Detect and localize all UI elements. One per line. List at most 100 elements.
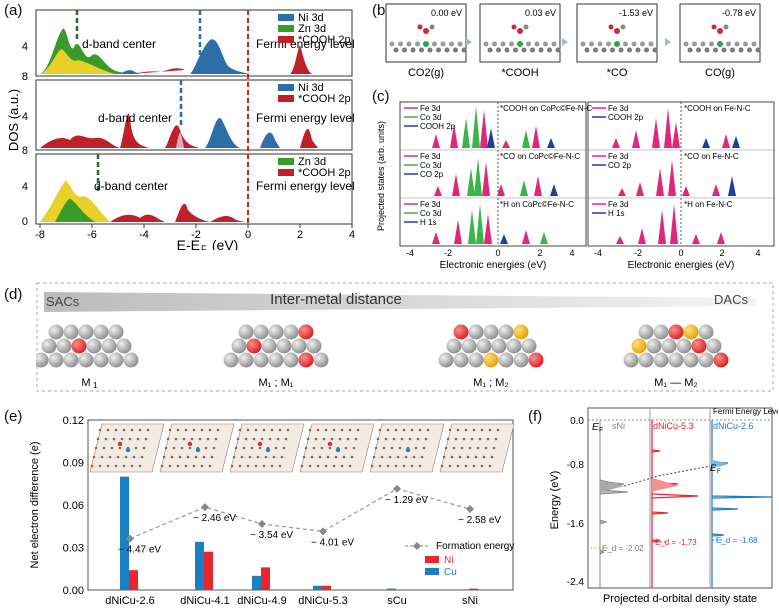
b-atom	[440, 41, 446, 47]
d-atom	[48, 324, 64, 340]
e-struct-atom	[146, 428, 150, 432]
d-atom	[691, 338, 707, 354]
e-struct-atom	[180, 446, 184, 450]
e-struct-atom	[258, 446, 262, 450]
e-struct-atom	[332, 428, 336, 432]
b-atom	[683, 41, 689, 47]
e-struct-atom	[170, 455, 174, 459]
e-struct-atom	[308, 428, 312, 432]
e-formation-label: − 4.47 eV	[118, 545, 161, 556]
e-struct-atom	[402, 464, 406, 468]
e-legend-cu: Cu	[444, 567, 457, 578]
a-xlabel: E-E	[177, 237, 200, 250]
b-atom	[635, 47, 641, 53]
a-xtick: 2	[297, 229, 303, 241]
e-struct-atom	[274, 446, 278, 450]
c-legend: Fe 3d	[420, 152, 440, 161]
c-peak	[432, 134, 440, 148]
d-atom	[438, 352, 454, 368]
c-peak	[434, 186, 442, 196]
e-struct-cu	[265, 447, 271, 453]
e-struct-atom	[306, 437, 310, 441]
d-atom	[638, 324, 654, 340]
panel-f-chart: 0.0 -0.8 -1.6 -2.4 Energy (eV) Projected…	[549, 407, 778, 605]
e-formation-point	[393, 484, 401, 493]
c-peak	[658, 210, 666, 244]
e-struct-ni	[327, 441, 333, 447]
e-struct-atom	[426, 428, 430, 432]
e-struct-atom	[338, 437, 342, 441]
e-struct-atom	[464, 464, 468, 468]
e-struct-atom	[484, 446, 488, 450]
e-struct-atom	[164, 446, 168, 450]
c-xtick: -4	[406, 248, 414, 258]
f-ytick: -1.6	[567, 519, 585, 530]
b-metal	[614, 41, 620, 47]
c-legend: COOH 2p	[608, 113, 644, 122]
d-atom	[528, 352, 544, 368]
e-struct-atom	[494, 437, 498, 441]
d-config: M	[81, 377, 90, 389]
d-atom	[446, 338, 462, 354]
d-atom	[253, 324, 269, 340]
b-atom	[402, 47, 407, 53]
c-peak	[692, 234, 700, 244]
e-struct-atom	[184, 464, 188, 468]
e-xlabel: dNiCu-2.6	[105, 595, 155, 607]
c-legend: Co 3d	[420, 161, 441, 170]
d-atom	[93, 324, 109, 340]
c-ylabel: Projected states (arb. units)	[376, 121, 386, 231]
c-legend: Fe 3d	[608, 104, 628, 113]
e-struct-atom	[264, 455, 268, 459]
d-atom	[123, 352, 139, 368]
e-struct-atom	[300, 464, 304, 468]
e-struct-atom	[142, 446, 146, 450]
a-xtick: -6	[87, 229, 97, 241]
b-atom	[631, 41, 637, 47]
e-struct-atom	[386, 428, 390, 432]
panel-e-label: (e)	[4, 408, 23, 425]
b-atom	[751, 41, 757, 47]
c-xlabel-right: Electronic energies (eV)	[628, 260, 735, 271]
c-peak	[632, 130, 640, 148]
c-peak	[520, 180, 528, 196]
e-struct-atom	[330, 437, 334, 441]
e-struct-atom	[468, 446, 472, 450]
e-struct-atom	[176, 464, 180, 468]
a-ytick: 4	[22, 111, 28, 123]
e-struct-atom	[314, 437, 318, 441]
e-struct-atom	[454, 437, 458, 441]
c-peak	[534, 176, 542, 196]
f-ef-sub: F	[599, 427, 603, 434]
e-struct-atom	[120, 437, 124, 441]
c-legend: CO 2p	[608, 161, 632, 170]
d-atom	[468, 324, 484, 340]
e-struct-atom	[130, 428, 134, 432]
c-row-title: *COOH on Fe-N-C	[684, 104, 751, 113]
e-struct-atom	[192, 464, 196, 468]
e-bar-ni	[261, 567, 270, 590]
e-struct-atom	[334, 455, 338, 459]
b-atom	[410, 47, 416, 53]
b-atom	[398, 41, 403, 47]
e-struct-atom	[134, 446, 138, 450]
b-atom	[547, 47, 552, 53]
e-struct-atom	[182, 437, 186, 441]
c-legend: CO 2p	[420, 170, 444, 179]
b-atom	[610, 47, 615, 53]
e-struct-atom	[346, 437, 350, 441]
c-peak	[728, 176, 736, 196]
b-atom	[627, 47, 632, 53]
e-struct-atom	[374, 446, 378, 450]
e-struct-atom	[282, 446, 286, 450]
b-atom	[644, 47, 649, 53]
e-struct-atom	[394, 428, 398, 432]
d-atom	[246, 338, 262, 354]
d-atom	[506, 338, 522, 354]
b-atom	[730, 47, 735, 53]
e-formation-label: − 2.58 eV	[458, 515, 501, 526]
e-xlabel: dNiCu-4.1	[180, 595, 230, 607]
c-peak	[652, 118, 660, 148]
e-struct-atom	[488, 464, 492, 468]
e-formation-label: − 3.54 eV	[250, 530, 293, 541]
